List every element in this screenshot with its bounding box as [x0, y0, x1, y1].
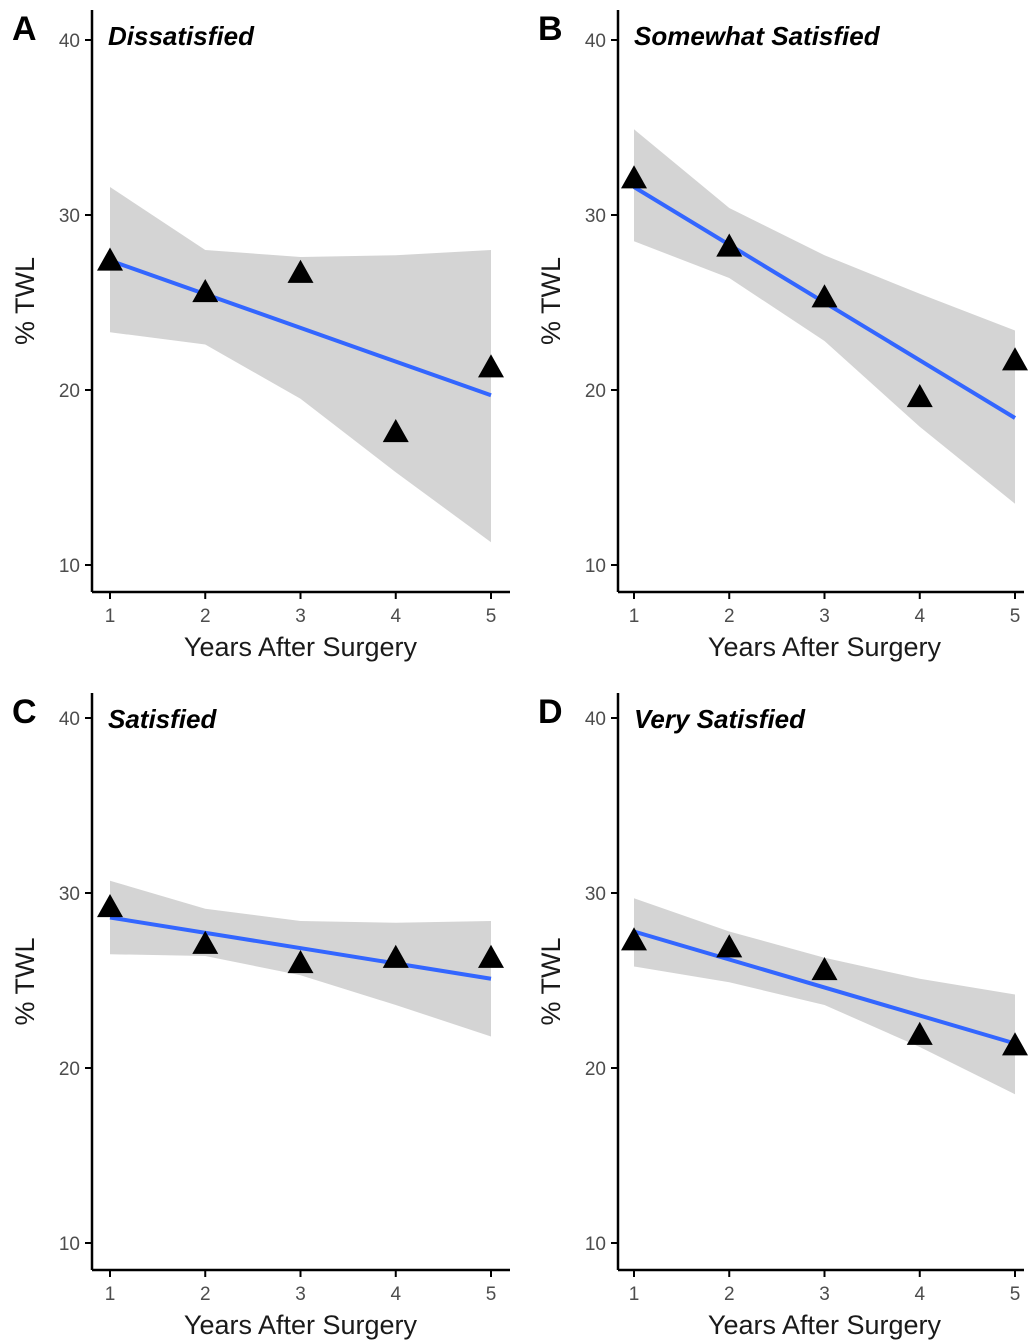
data-point: [1002, 347, 1028, 371]
y-tick-label: 30: [59, 206, 80, 227]
data-point: [382, 944, 409, 968]
x-tick-label: 1: [629, 1284, 640, 1305]
fit-line: [109, 915, 492, 981]
panel-letter: A: [12, 10, 37, 48]
x-tick-label: 4: [914, 606, 925, 627]
data-point: [1002, 1032, 1028, 1056]
x-tick-label: 5: [1010, 1284, 1021, 1305]
y-axis-title: % TWL: [10, 257, 40, 345]
y-axis-title: % TWL: [536, 937, 566, 1025]
x-tick-label: 3: [295, 1284, 306, 1305]
x-tick-label: 5: [486, 606, 497, 627]
y-axis-title: % TWL: [10, 937, 40, 1025]
panel-c: 10 20 30 40 1 2 3 4 5 Years After Surgery % TWL C Sa…: [10, 693, 510, 1340]
y-tick-label: 10: [585, 1234, 606, 1255]
y-tick-label: 40: [585, 31, 606, 52]
y-tick-label: 20: [585, 381, 606, 402]
confidence-band: [634, 898, 1015, 1095]
data-point: [287, 259, 314, 283]
data-point: [716, 934, 743, 958]
x-axis-title: Years After Surgery: [708, 1310, 942, 1340]
x-tick-label: 4: [914, 1284, 925, 1305]
x-tick-label: 2: [724, 606, 735, 627]
fit-line: [633, 929, 1016, 1046]
data-point: [478, 944, 504, 968]
panel-a: 10 20 30 40 1 2 3 4 5 Years After Surgery % TWL A Di…: [10, 10, 510, 662]
data-point: [811, 284, 838, 308]
data-point: [382, 419, 409, 443]
data-point: [478, 354, 504, 378]
y-tick-label: 40: [59, 709, 80, 730]
x-axis-title: Years After Surgery: [184, 1310, 418, 1340]
data-point: [716, 233, 743, 257]
x-tick-label: 2: [200, 606, 211, 627]
x-tick-label: 1: [629, 606, 640, 627]
panel-title: Very Satisfied: [634, 704, 806, 734]
fit-line: [109, 258, 492, 398]
data-point: [811, 957, 838, 981]
x-tick-label: 3: [295, 606, 306, 627]
data-point: [906, 384, 933, 408]
data-point: [97, 247, 123, 271]
y-tick-label: 30: [585, 206, 606, 227]
x-tick-label: 1: [105, 606, 116, 627]
y-tick-label: 20: [585, 1059, 606, 1080]
x-tick-label: 5: [1010, 606, 1021, 627]
x-axis-title: Years After Surgery: [708, 632, 942, 662]
panel-title: Satisfied: [108, 704, 217, 734]
panel-title: Somewhat Satisfied: [634, 21, 881, 51]
x-tick-label: 3: [819, 606, 830, 627]
data-point: [97, 894, 123, 918]
panel-title: Dissatisfied: [108, 21, 255, 51]
data-point: [621, 927, 647, 951]
panel-letter: B: [538, 10, 563, 48]
data-point: [192, 930, 219, 954]
y-axis-title: % TWL: [536, 257, 566, 345]
x-tick-label: 2: [200, 1284, 211, 1305]
panel-b: 10 20 30 40 1 2 3 4 5 Years After Surgery % TWL B So…: [536, 10, 1028, 662]
y-tick-label: 20: [59, 381, 80, 402]
y-tick-label: 40: [59, 31, 80, 52]
x-tick-label: 1: [105, 1284, 116, 1305]
x-tick-label: 4: [390, 1284, 401, 1305]
x-tick-label: 3: [819, 1284, 830, 1305]
y-tick-label: 10: [585, 556, 606, 577]
data-point: [287, 950, 314, 974]
y-tick-label: 20: [59, 1059, 80, 1080]
data-point: [621, 165, 647, 189]
confidence-band: [634, 129, 1015, 504]
data-point: [906, 1021, 933, 1045]
confidence-band: [110, 187, 491, 543]
x-tick-label: 5: [486, 1284, 497, 1305]
y-tick-label: 10: [59, 556, 80, 577]
y-tick-label: 10: [59, 1234, 80, 1255]
x-tick-label: 4: [390, 606, 401, 627]
x-tick-label: 2: [724, 1284, 735, 1305]
y-tick-label: 30: [585, 884, 606, 905]
y-tick-label: 30: [59, 884, 80, 905]
panel-d: 10 20 30 40 1 2 3 4 5 Years After Surgery % TWL D Ve…: [536, 693, 1028, 1340]
x-axis-title: Years After Surgery: [184, 632, 418, 662]
panel-letter: C: [12, 693, 37, 731]
panel-letter: D: [538, 693, 563, 731]
data-point: [192, 279, 219, 303]
y-tick-label: 40: [585, 709, 606, 730]
